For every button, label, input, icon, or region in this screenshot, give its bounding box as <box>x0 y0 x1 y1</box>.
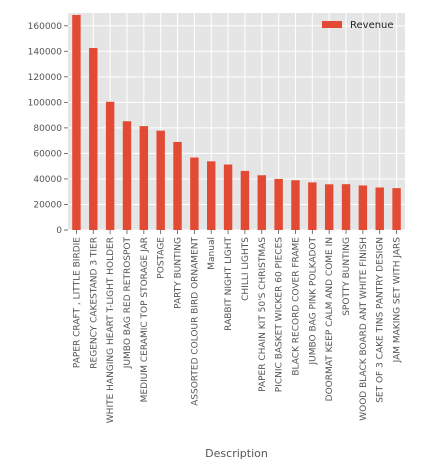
x-axis-ticks: PAPER CRAFT , LITTLE BIRDIE REGENCY CAKES… <box>72 230 403 423</box>
legend: Revenue <box>322 20 394 31</box>
bar <box>173 141 182 230</box>
y-tick-label: 0 <box>56 226 62 236</box>
x-tick-label: POSTAGE <box>157 237 167 279</box>
x-tick-label: JUMBO BAG RED RETROSPOT <box>123 236 133 369</box>
bar <box>257 175 266 230</box>
x-tick-label: Manual <box>207 237 217 270</box>
y-tick-label: 120000 <box>28 73 63 83</box>
x-tick-label: PARTY BUNTING <box>174 237 184 309</box>
y-tick-label: 60000 <box>33 149 62 159</box>
y-axis-ticks: 0 20000 40000 60000 80000 100000 120000 140000 1… <box>28 22 68 236</box>
bar <box>291 180 300 230</box>
x-tick-label: MEDIUM CERAMIC TOP STORAGE JAR <box>140 237 150 402</box>
y-tick-label: 40000 <box>33 175 62 185</box>
x-tick-label: PAPER CRAFT , LITTLE BIRDIE <box>72 237 82 368</box>
x-tick-label: WOOD BLACK BOARD ANT WHITE FINISH <box>359 237 369 421</box>
x-axis-label: Description <box>205 447 268 460</box>
bar <box>105 101 115 231</box>
bar <box>341 184 351 230</box>
y-tick-label: 20000 <box>33 200 62 210</box>
x-tick-label: BLACK RECORD COVER FRAME <box>291 237 301 376</box>
bar <box>122 121 132 230</box>
x-tick-label: SET OF 3 CAKE TINS PANTRY DESIGN <box>376 237 386 403</box>
bar <box>375 187 384 230</box>
y-tick-label: 100000 <box>28 98 63 108</box>
bars <box>72 14 401 231</box>
bar <box>190 157 199 230</box>
bar <box>324 184 334 230</box>
bar <box>308 182 317 230</box>
x-tick-label: WHITE HANGING HEART T-LIGHT HOLDER <box>106 237 116 423</box>
bar <box>223 164 233 230</box>
bar <box>89 47 98 230</box>
x-tick-label: DOORMAT KEEP CALM AND COME IN <box>325 237 335 401</box>
x-tick-label: PAPER CHAIN KIT 50'S CHRISTMAS <box>258 237 268 392</box>
bar <box>274 178 283 230</box>
x-tick-label: JAM MAKING SET WITH JARS <box>393 237 403 364</box>
bar <box>72 14 81 231</box>
legend-label-revenue: Revenue <box>350 20 394 31</box>
bar <box>392 188 401 230</box>
y-tick-label: 140000 <box>28 47 63 57</box>
x-tick-label: CHILLI LIGHTS <box>241 237 251 301</box>
bar <box>358 185 368 230</box>
bar <box>156 130 165 230</box>
legend-swatch-revenue <box>322 21 342 28</box>
y-tick-label: 160000 <box>28 22 63 32</box>
plot-background <box>68 13 405 230</box>
x-tick-label: RABBIT NIGHT LIGHT <box>224 237 234 331</box>
bar <box>139 126 149 230</box>
x-tick-label: REGENCY CAKESTAND 3 TIER <box>89 237 99 369</box>
x-tick-label: ASSORTED COLOUR BIRD ORNAMENT <box>190 237 200 406</box>
y-tick-label: 80000 <box>33 124 62 134</box>
x-tick-label: JUMBO BAG PINK POLKADOT <box>308 237 318 366</box>
bar <box>240 170 250 230</box>
bar <box>207 161 216 230</box>
x-tick-label: PICNIC BASKET WICKER 60 PIECES <box>275 237 285 392</box>
x-tick-label: SPOTTY BUNTING <box>342 237 352 316</box>
